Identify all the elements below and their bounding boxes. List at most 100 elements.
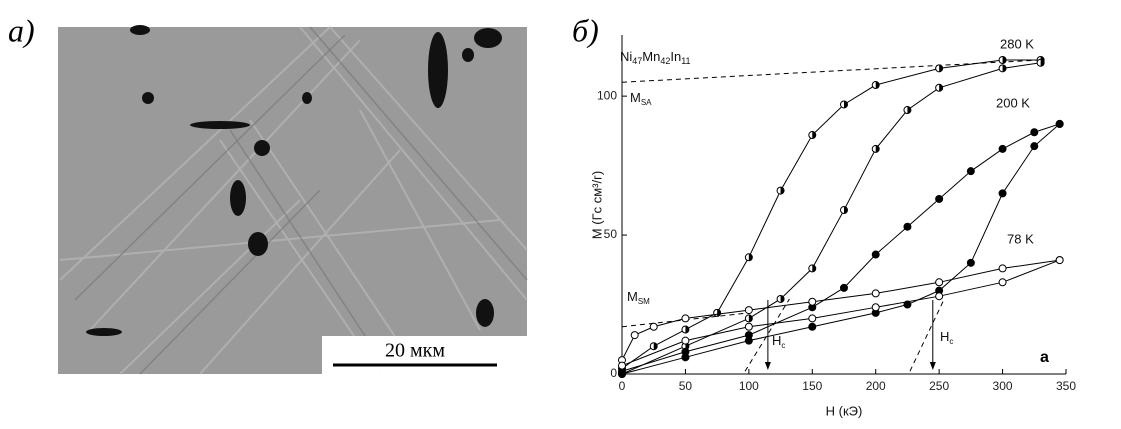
marker: [966, 258, 975, 267]
marker-half: [939, 64, 943, 72]
marker: [935, 194, 944, 203]
marker: [1055, 256, 1064, 265]
data-point: [1030, 128, 1039, 137]
marker: [966, 167, 975, 176]
data-point: [808, 131, 817, 140]
data-point: [935, 292, 944, 301]
data-point: [935, 194, 944, 203]
marker-half: [748, 253, 753, 261]
series-line: [621, 123, 1060, 372]
marker: [998, 264, 1007, 273]
arrow-head: [764, 362, 771, 370]
series-label: 200 K: [996, 95, 1030, 110]
data-point: [935, 83, 944, 92]
data-point: [871, 250, 880, 259]
y-tick-label: 50: [604, 227, 618, 241]
data-point: [998, 278, 1007, 287]
marker: [681, 353, 690, 362]
data-point: [998, 56, 1007, 65]
x-tick-label: 300: [993, 379, 1013, 393]
coercive-field-arrow: [764, 300, 771, 370]
scale-bar-label: 20 мкм: [385, 340, 445, 362]
marker-half: [748, 314, 753, 322]
data-point: [935, 278, 944, 287]
series-line: [621, 259, 1060, 367]
data-point: [744, 306, 753, 315]
data-point: [840, 283, 848, 292]
series-line: [621, 123, 1060, 375]
marker: [1055, 119, 1064, 128]
marker-half: [844, 206, 848, 214]
marker: [998, 189, 1007, 198]
data-point: [871, 144, 880, 153]
marker: [903, 222, 912, 231]
marker-half: [907, 106, 911, 114]
marker: [840, 283, 848, 292]
marker: [618, 370, 626, 378]
marker: [998, 278, 1007, 287]
marker-half: [685, 326, 689, 334]
data-point: [903, 106, 912, 115]
data-point: [966, 167, 975, 176]
panel-label: а): [8, 12, 35, 48]
series-line: [621, 259, 1060, 361]
data-point: [808, 297, 817, 306]
marker: [871, 303, 880, 312]
plot-area: 0 50 100 150 200 250 300 350 0 50 100: [597, 35, 1076, 393]
y-axis-label: M (Гс см³/г): [589, 171, 604, 239]
data-point: [871, 303, 880, 312]
marker: [744, 322, 753, 331]
data-point: [966, 258, 975, 267]
marker: [681, 336, 690, 345]
marker-half: [780, 295, 785, 303]
data-point: [998, 144, 1007, 153]
data-point: [744, 253, 753, 262]
data-point: [681, 353, 690, 362]
data-point: [808, 322, 817, 331]
data-point: [871, 289, 880, 298]
marker-half: [1002, 64, 1007, 72]
x-axis-label: H (кЭ): [826, 403, 863, 418]
data-point: [776, 294, 785, 303]
x-tick-label: 50: [679, 379, 693, 393]
reference-line: [621, 59, 1041, 83]
data-point: [681, 336, 690, 345]
x-tick-label: 150: [802, 379, 822, 393]
data-point: [998, 264, 1007, 273]
marker: [618, 361, 626, 370]
y-tick-label: 100: [597, 88, 617, 102]
data-point: [840, 206, 848, 215]
data-point: [871, 81, 880, 90]
data-point: [618, 361, 626, 370]
data-point: [649, 342, 658, 351]
micrograph: [58, 25, 528, 375]
msm-label: MSM: [627, 289, 650, 306]
data-point: [1055, 119, 1064, 128]
data-point: [630, 331, 639, 340]
marker-half: [812, 264, 816, 272]
hc-label: Hc: [940, 329, 953, 346]
data-point: [1036, 58, 1045, 67]
x-tick-label: 100: [739, 379, 759, 393]
marker: [871, 250, 880, 259]
data-point: [618, 370, 626, 378]
marker: [1030, 142, 1039, 151]
data-point: [713, 308, 722, 317]
data-point: [1030, 142, 1039, 151]
data-point: [998, 64, 1007, 73]
series-line: [621, 59, 1041, 369]
marker-half: [844, 100, 848, 108]
msa-label: MSA: [630, 90, 652, 107]
marker-half: [653, 342, 658, 350]
data-point: [808, 264, 817, 273]
reference-line: [909, 298, 945, 372]
marker: [808, 322, 817, 331]
data-point: [681, 325, 690, 334]
marker: [630, 331, 639, 340]
data-point: [776, 186, 785, 195]
marker-half: [780, 187, 785, 195]
panel-label: б): [572, 12, 599, 48]
marker: [808, 297, 817, 306]
marker-half: [1002, 56, 1007, 64]
